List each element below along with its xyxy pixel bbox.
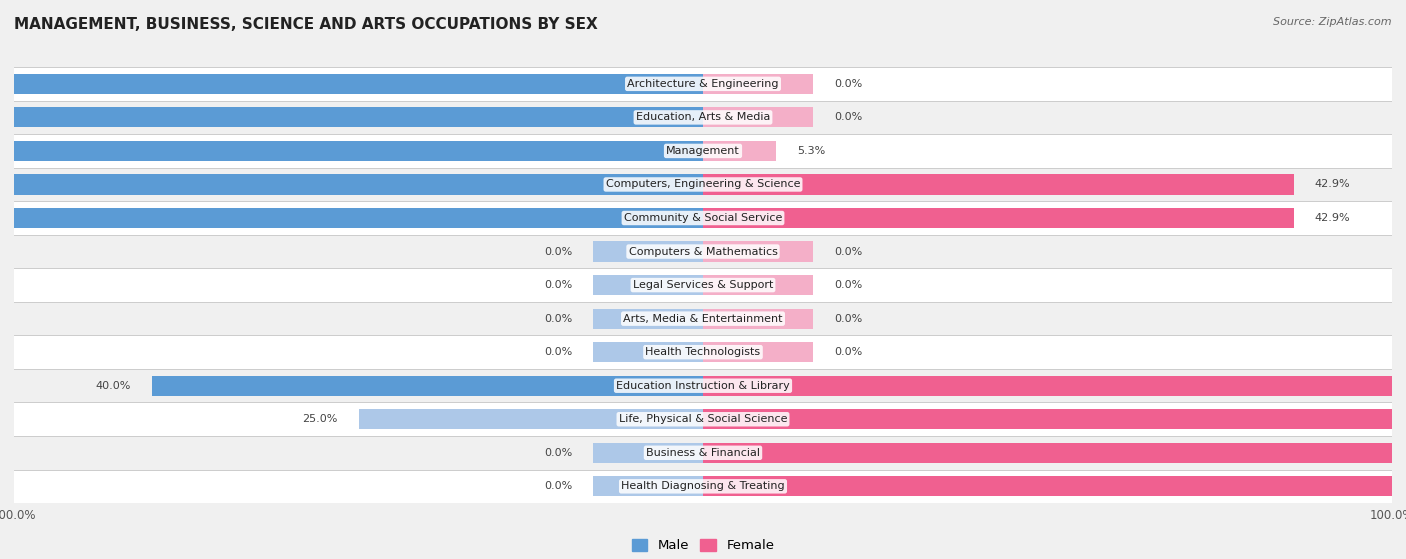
Bar	[703, 141, 776, 161]
Bar	[703, 74, 813, 94]
Text: Education Instruction & Library: Education Instruction & Library	[616, 381, 790, 391]
Text: 0.0%: 0.0%	[834, 314, 862, 324]
Text: 25.0%: 25.0%	[302, 414, 337, 424]
Bar	[0, 208, 703, 228]
Bar	[593, 443, 703, 463]
Text: MANAGEMENT, BUSINESS, SCIENCE AND ARTS OCCUPATIONS BY SEX: MANAGEMENT, BUSINESS, SCIENCE AND ARTS O…	[14, 17, 598, 32]
Text: Business & Financial: Business & Financial	[645, 448, 761, 458]
Text: 0.0%: 0.0%	[834, 112, 862, 122]
Text: Legal Services & Support: Legal Services & Support	[633, 280, 773, 290]
Text: 0.0%: 0.0%	[834, 247, 862, 257]
Bar	[0, 107, 703, 127]
Bar	[152, 376, 703, 396]
Bar	[703, 376, 1406, 396]
Bar	[703, 208, 1294, 228]
Text: 0.0%: 0.0%	[544, 448, 572, 458]
Text: Computers & Mathematics: Computers & Mathematics	[628, 247, 778, 257]
Bar	[703, 309, 813, 329]
Text: 40.0%: 40.0%	[96, 381, 131, 391]
Bar	[703, 443, 1406, 463]
Bar	[703, 476, 1406, 496]
Bar	[359, 409, 703, 429]
Bar	[703, 241, 813, 262]
Bar	[14, 67, 1392, 101]
Bar	[0, 174, 703, 195]
Text: 42.9%: 42.9%	[1315, 179, 1350, 190]
Text: Health Technologists: Health Technologists	[645, 347, 761, 357]
Bar	[593, 275, 703, 295]
Text: Computers, Engineering & Science: Computers, Engineering & Science	[606, 179, 800, 190]
Text: 0.0%: 0.0%	[544, 280, 572, 290]
Bar	[14, 369, 1392, 402]
Text: 0.0%: 0.0%	[544, 481, 572, 491]
Text: Arts, Media & Entertainment: Arts, Media & Entertainment	[623, 314, 783, 324]
Bar	[14, 268, 1392, 302]
Bar	[703, 409, 1406, 429]
Text: Health Diagnosing & Treating: Health Diagnosing & Treating	[621, 481, 785, 491]
Bar	[14, 201, 1392, 235]
Bar	[703, 174, 1294, 195]
Text: 5.3%: 5.3%	[797, 146, 825, 156]
Text: 0.0%: 0.0%	[544, 247, 572, 257]
Bar	[14, 470, 1392, 503]
Bar	[14, 101, 1392, 134]
Text: 0.0%: 0.0%	[834, 79, 862, 89]
Text: Source: ZipAtlas.com: Source: ZipAtlas.com	[1274, 17, 1392, 27]
Text: 0.0%: 0.0%	[834, 347, 862, 357]
Text: 0.0%: 0.0%	[544, 314, 572, 324]
Bar	[593, 476, 703, 496]
Text: Architecture & Engineering: Architecture & Engineering	[627, 79, 779, 89]
Text: Education, Arts & Media: Education, Arts & Media	[636, 112, 770, 122]
Bar	[703, 107, 813, 127]
Text: Management: Management	[666, 146, 740, 156]
Bar	[14, 235, 1392, 268]
Bar	[14, 134, 1392, 168]
Bar	[703, 342, 813, 362]
Text: 0.0%: 0.0%	[834, 280, 862, 290]
Bar	[703, 275, 813, 295]
Bar	[14, 402, 1392, 436]
Bar	[14, 168, 1392, 201]
Text: Life, Physical & Social Science: Life, Physical & Social Science	[619, 414, 787, 424]
Bar	[593, 309, 703, 329]
Bar	[14, 302, 1392, 335]
Bar	[593, 342, 703, 362]
Text: Community & Social Service: Community & Social Service	[624, 213, 782, 223]
Bar	[0, 74, 703, 94]
Legend: Male, Female: Male, Female	[626, 534, 780, 557]
Bar	[0, 141, 703, 161]
Text: 42.9%: 42.9%	[1315, 213, 1350, 223]
Bar	[14, 436, 1392, 470]
Bar	[593, 241, 703, 262]
Bar	[14, 335, 1392, 369]
Text: 0.0%: 0.0%	[544, 347, 572, 357]
